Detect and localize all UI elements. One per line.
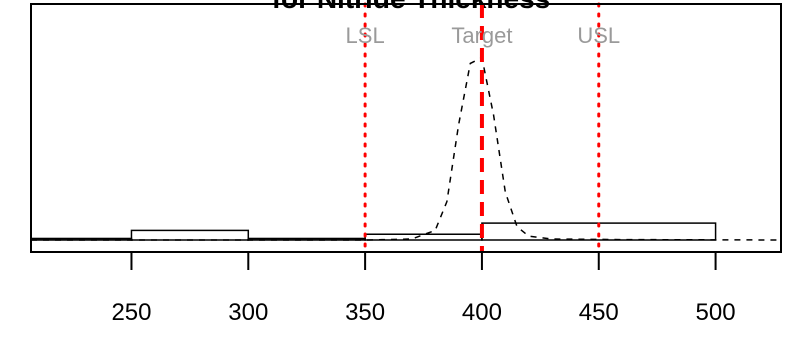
x-tick-label: 350 [345, 299, 385, 326]
histogram-bins [30, 222, 717, 241]
x-tick-label: 400 [462, 299, 502, 326]
density-curve [31, 56, 782, 241]
spec-label-usl: USL [577, 23, 620, 48]
density-curve-group [31, 56, 782, 241]
spec-label-lsl: LSL [346, 23, 385, 48]
histogram-bar [130, 229, 250, 241]
x-tick-label: 450 [579, 299, 619, 326]
plot-frame [30, 3, 782, 253]
chart-title: for Nitride Thickness [272, 0, 551, 14]
spec-label-target: Target [451, 23, 512, 48]
x-tick-label: 250 [111, 299, 151, 326]
spec-lines: LSL Target USL [346, 2, 620, 254]
x-axis: 250 300 350 400 450 500 [111, 251, 736, 326]
x-tick-label: 300 [228, 299, 268, 326]
x-tick-label: 500 [696, 299, 736, 326]
